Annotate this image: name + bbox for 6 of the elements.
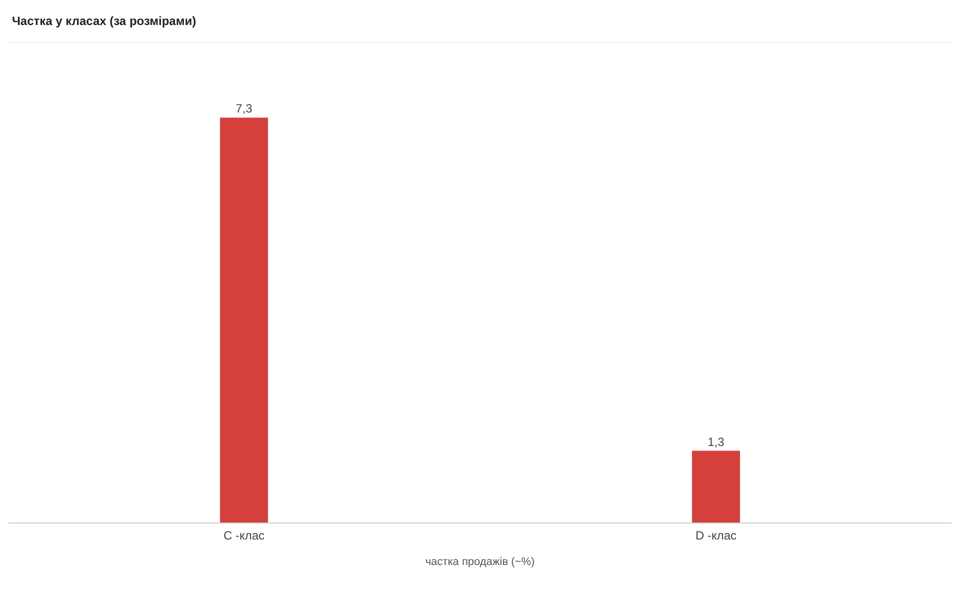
x-tick-label: C -клас (223, 528, 265, 543)
x-tick-label: D -клас (695, 528, 737, 543)
chart-title: Частка у класах (за розмірами) (8, 8, 952, 43)
data-label: 7,3 (236, 102, 253, 116)
data-label: 1,3 (708, 434, 725, 449)
x-axis-title: частка продажів (~%) (425, 556, 535, 568)
